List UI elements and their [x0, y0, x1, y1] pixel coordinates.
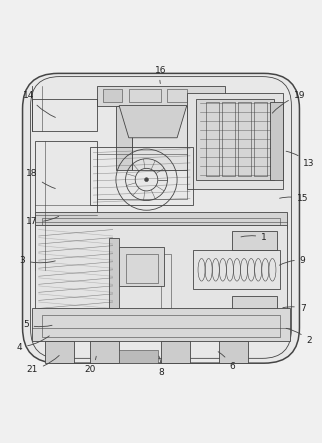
Bar [193, 250, 280, 289]
Bar [109, 237, 119, 308]
Bar [32, 308, 290, 341]
Bar [196, 99, 274, 180]
Text: 7: 7 [283, 304, 306, 313]
Text: 14: 14 [23, 91, 55, 117]
Text: 15: 15 [279, 194, 308, 203]
Text: 20: 20 [84, 356, 96, 374]
Bar [254, 102, 267, 176]
Text: 5: 5 [23, 320, 52, 329]
Bar [90, 341, 119, 363]
Text: 4: 4 [16, 336, 49, 352]
Bar [232, 295, 277, 312]
Text: 16: 16 [155, 66, 167, 84]
Text: 3: 3 [20, 256, 55, 264]
Bar [119, 350, 158, 363]
Bar [35, 212, 287, 228]
Bar [126, 254, 158, 283]
Bar [161, 341, 190, 363]
Bar [161, 254, 171, 308]
Bar [129, 89, 161, 102]
Bar [42, 218, 280, 225]
Ellipse shape [145, 178, 148, 182]
Bar [35, 141, 97, 270]
Bar [238, 102, 251, 176]
Bar [103, 89, 122, 102]
Text: 6: 6 [218, 352, 235, 371]
Text: 19: 19 [272, 91, 305, 113]
Bar [45, 341, 74, 363]
Bar [187, 93, 283, 189]
Bar [35, 225, 287, 312]
Text: 9: 9 [279, 256, 306, 265]
Text: 21: 21 [26, 355, 59, 374]
Bar [32, 99, 97, 131]
Bar [97, 154, 187, 199]
Bar [167, 89, 187, 102]
Bar [116, 105, 132, 170]
FancyBboxPatch shape [23, 74, 299, 363]
Bar [132, 105, 187, 170]
Bar [232, 231, 277, 250]
Bar [270, 102, 283, 180]
Bar [219, 341, 248, 363]
Bar [222, 102, 235, 176]
Bar [97, 86, 225, 105]
Text: 18: 18 [26, 169, 55, 189]
Text: 13: 13 [286, 151, 315, 168]
Bar [206, 102, 219, 176]
Text: 8: 8 [158, 356, 164, 377]
Text: 2: 2 [286, 328, 312, 345]
Text: 1: 1 [241, 233, 267, 242]
Bar [90, 148, 193, 206]
Bar [119, 247, 164, 286]
Text: 17: 17 [26, 216, 59, 226]
Bar [42, 315, 280, 338]
Polygon shape [119, 105, 187, 138]
